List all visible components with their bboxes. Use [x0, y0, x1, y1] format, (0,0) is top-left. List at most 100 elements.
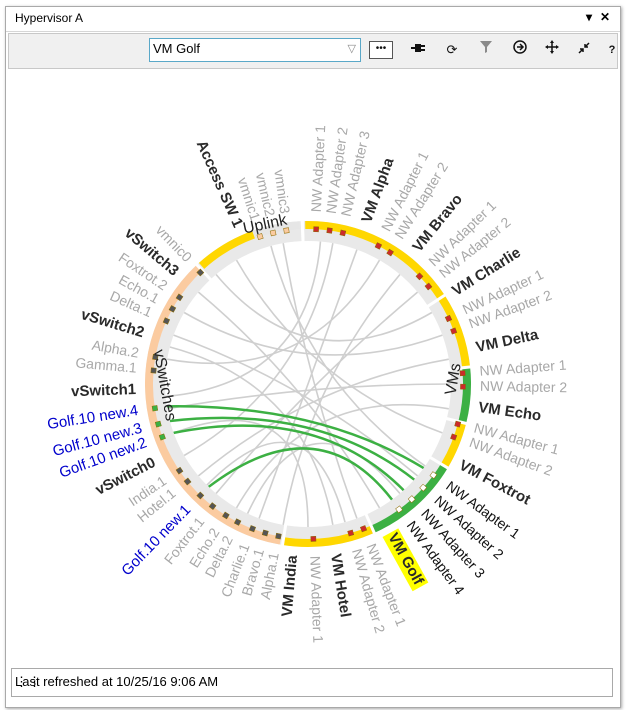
selected-link-line [169, 416, 416, 481]
port-marker[interactable] [183, 477, 192, 486]
pin-icon[interactable]: ▾ [586, 10, 593, 24]
port-marker[interactable] [150, 367, 157, 374]
node-label[interactable]: VM Delta [474, 326, 540, 356]
chevron-down-icon[interactable]: ▽ [347, 43, 356, 55]
ring-segment [371, 463, 448, 533]
port-marker[interactable] [450, 327, 458, 335]
port-marker[interactable] [395, 505, 403, 514]
node-label[interactable]: VM India [279, 554, 301, 618]
port-marker[interactable] [196, 268, 205, 277]
link-line [173, 419, 309, 528]
toolbar: VM Golf ▽ ••• ⟳ ? [8, 33, 618, 69]
window-title: Hypervisor A [15, 11, 84, 25]
node-label[interactable]: vmnic3 [271, 168, 293, 214]
port-marker[interactable] [359, 525, 368, 533]
move-icon[interactable] [541, 40, 563, 60]
resize-grip-icon[interactable]: ⋮⋮ [15, 674, 41, 689]
port-marker[interactable] [407, 495, 416, 504]
port-marker[interactable] [374, 242, 383, 250]
port-marker[interactable] [151, 405, 159, 412]
node-label[interactable]: NW Adapter 1 [479, 357, 567, 379]
port-marker[interactable] [175, 466, 184, 475]
port-marker[interactable] [460, 383, 466, 390]
ring-segment [458, 366, 471, 424]
vm-select[interactable]: VM Golf ▽ [149, 38, 361, 62]
port-marker[interactable] [450, 433, 458, 441]
link-line [165, 241, 322, 398]
link-line [183, 243, 334, 457]
port-marker[interactable] [339, 229, 347, 237]
ring-divider [279, 523, 288, 554]
link-line [197, 358, 449, 477]
port-marker[interactable] [386, 248, 394, 257]
ring-divider [300, 213, 305, 244]
title-bar: Hypervisor A ▾ ✕ [6, 7, 620, 32]
port-marker[interactable] [154, 420, 162, 428]
port-marker[interactable] [424, 282, 433, 291]
link-line [167, 383, 452, 410]
port-marker[interactable] [310, 536, 317, 542]
ring-divider [425, 289, 453, 309]
port-marker[interactable] [326, 227, 333, 234]
node-label[interactable]: NW Adapter 1 [307, 556, 326, 644]
port-marker[interactable] [208, 502, 217, 511]
port-marker[interactable] [415, 272, 424, 281]
port-marker[interactable] [313, 226, 320, 233]
node-label[interactable]: vSwitch1 [71, 381, 137, 400]
port-marker[interactable] [248, 525, 257, 533]
port-marker[interactable] [444, 314, 453, 323]
port-marker[interactable] [256, 233, 264, 241]
node-label[interactable]: NW Adapter 2 [480, 378, 568, 396]
selected-link-line [173, 424, 405, 492]
ring-segment [145, 264, 282, 545]
selected-link-line [166, 405, 425, 470]
link-line [282, 273, 401, 525]
chat-icon[interactable]: ••• [369, 41, 393, 59]
link-line [169, 346, 334, 525]
link-line [235, 259, 443, 434]
port-marker[interactable] [347, 529, 355, 537]
link-line [206, 441, 346, 523]
port-marker[interactable] [283, 227, 290, 234]
port-marker[interactable] [162, 317, 171, 325]
node-label[interactable]: VM Hotel [327, 552, 354, 618]
refresh-icon[interactable]: ⟳ [446, 42, 458, 57]
port-marker[interactable] [275, 532, 282, 540]
link-line [197, 291, 381, 509]
help-icon[interactable]: ? [608, 44, 616, 56]
port-marker[interactable] [152, 353, 159, 361]
port-marker[interactable] [233, 518, 242, 526]
port-marker[interactable] [459, 370, 466, 377]
port-marker[interactable] [222, 511, 230, 520]
port-marker[interactable] [419, 483, 428, 492]
port-marker[interactable] [261, 529, 269, 537]
link-line [270, 245, 426, 467]
port-marker[interactable] [175, 293, 184, 302]
ring-segment [252, 221, 300, 239]
close-icon[interactable]: ✕ [600, 10, 611, 24]
node-label[interactable]: NW Adapter 1 [308, 125, 329, 213]
node-label[interactable]: VM Echo [477, 399, 542, 425]
link-line [258, 249, 358, 519]
port-marker[interactable] [454, 420, 462, 428]
next-icon[interactable] [509, 40, 531, 60]
marker-layer [150, 226, 466, 542]
ring-divider [428, 455, 456, 474]
port-marker[interactable] [429, 471, 438, 479]
link-line [282, 243, 358, 519]
ring-divider [448, 364, 479, 371]
node-label[interactable]: Gamma.1 [75, 354, 138, 375]
link-line [246, 442, 401, 514]
plug-icon[interactable] [407, 40, 429, 60]
port-marker[interactable] [168, 305, 177, 313]
filter-icon[interactable] [475, 40, 497, 60]
ring-segment [282, 525, 375, 547]
ring-segment [440, 421, 467, 468]
port-marker[interactable] [269, 229, 277, 237]
status-bar: Last refreshed at 10/25/16 9:06 AM ⋮⋮ [11, 668, 613, 697]
link-line [215, 273, 433, 342]
port-marker[interactable] [158, 433, 166, 441]
port-marker[interactable] [196, 491, 205, 500]
collapse-icon[interactable] [573, 40, 595, 60]
